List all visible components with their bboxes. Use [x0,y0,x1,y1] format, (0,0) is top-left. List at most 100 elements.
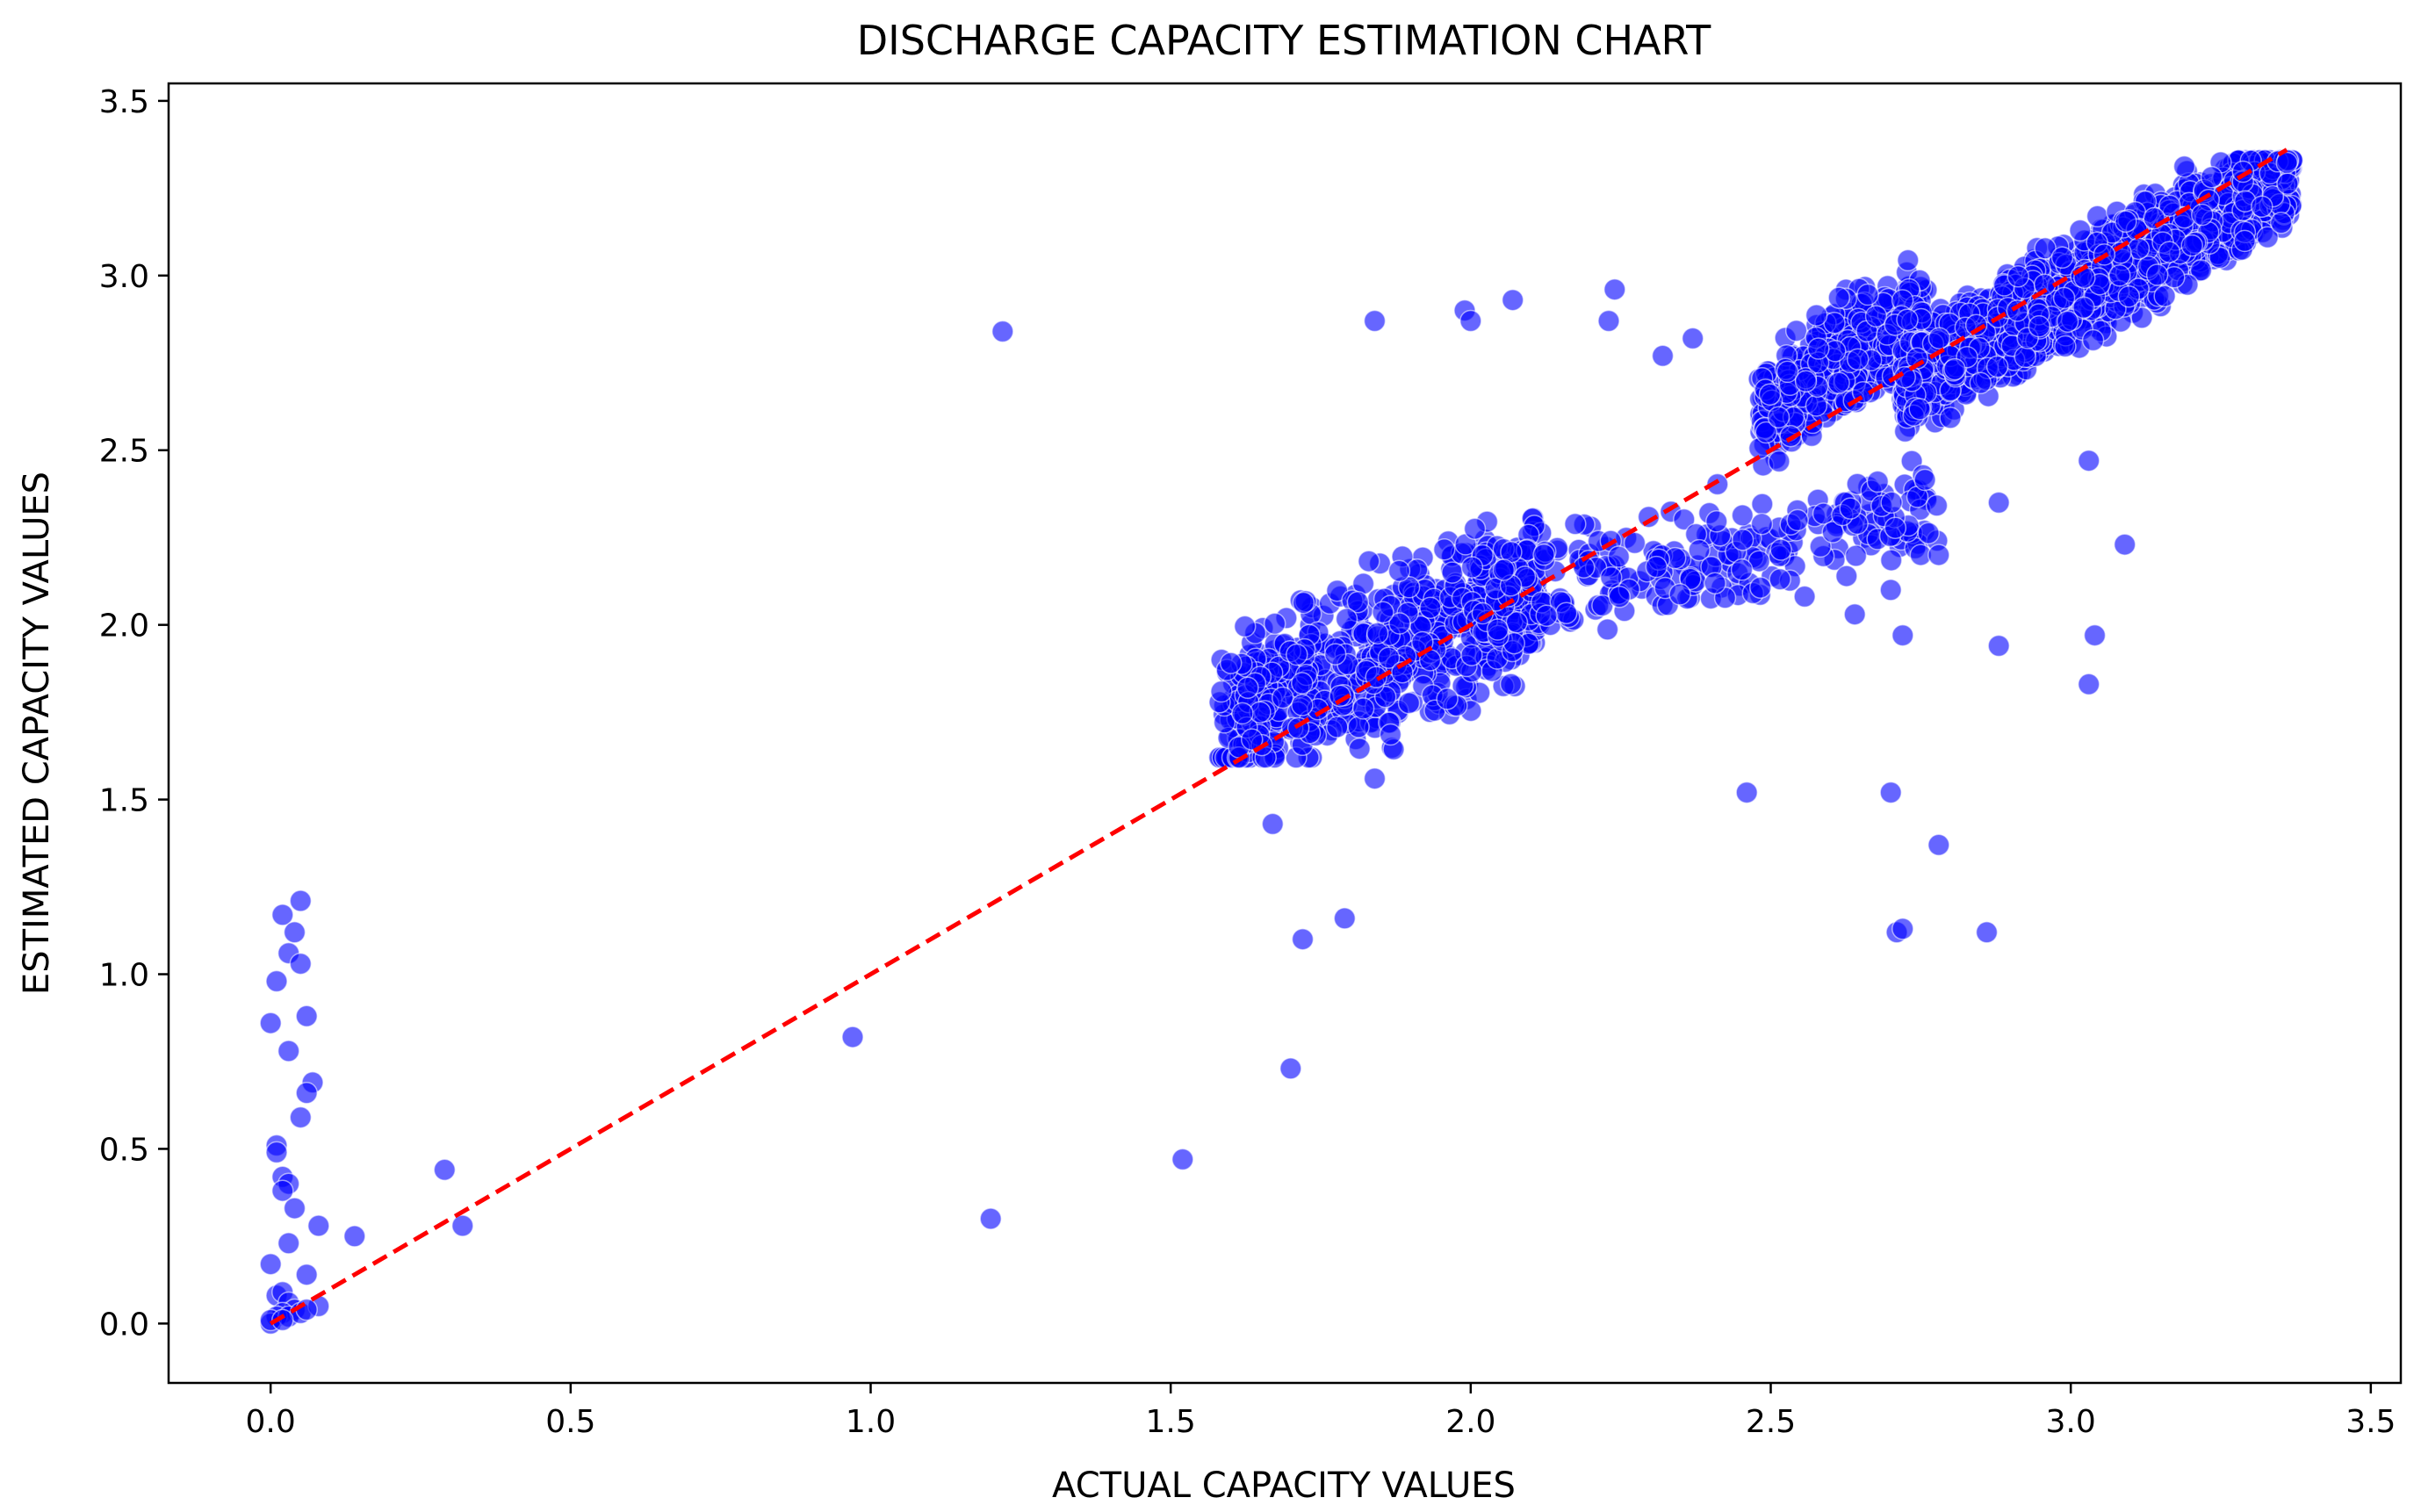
data-point [2028,314,2050,338]
x-tick-label: 0.5 [545,1404,595,1440]
data-point [1879,781,1902,804]
data-point [1839,497,1862,520]
data-point [2113,533,2136,556]
data-point [1291,927,1315,951]
data-point [289,889,313,912]
data-point [1377,646,1401,669]
data-point [2276,172,2299,195]
data-point [1927,544,1950,566]
data-point [1807,337,1830,360]
data-point [2200,165,2223,189]
data-point [1535,604,1558,627]
data-point [1805,304,1828,327]
data-point [1532,543,1555,566]
data-point [283,1197,306,1220]
data-point [1784,319,1808,342]
data-point [1864,305,1888,328]
data-point [841,1026,864,1048]
y-tick-label: 2.0 [99,608,149,644]
data-point [1463,517,1487,540]
data-point [1597,309,1620,333]
data-point [1607,545,1631,568]
data-point [1758,383,1782,407]
x-tick-label: 1.5 [1146,1404,1196,1440]
y-axis: 0.0 0.5 1.0 1.5 2.0 2.5 3.0 3.5 [99,84,169,1343]
data-point [1846,348,1870,371]
data-point [1363,309,1387,333]
data-point [295,1082,318,1105]
data-point [1668,583,1691,606]
data-point [451,1214,474,1237]
data-point [1419,596,1442,619]
data-point [2172,155,2196,178]
x-tick-label: 1.0 [846,1404,896,1440]
data-point [1751,493,1774,515]
data-point [289,952,313,976]
data-point [1326,716,1349,738]
data-point [259,1012,282,1034]
data-point [1501,288,1524,312]
data-point [1927,833,1950,857]
x-tick-label: 3.0 [2046,1404,2096,1440]
data-point [1735,781,1758,804]
data-point [1236,676,1259,700]
data-point [1486,618,1510,641]
data-point [2251,195,2273,219]
data-point [295,1298,318,1321]
data-point [1809,535,1832,558]
data-point [1821,521,1844,544]
plot-frame [167,82,2403,1385]
data-point [433,1158,457,1182]
data-point [1603,277,1626,301]
data-point [1651,344,1675,368]
data-point [1623,531,1646,555]
data-point [1827,286,1850,309]
data-point [1987,491,2010,515]
data-point [265,1141,288,1164]
data-point [1171,1148,1194,1171]
data-point [259,1252,282,1276]
data-point [1880,491,1903,515]
data-point [2050,246,2074,270]
data-point [1645,555,1668,579]
data-point [1879,579,1902,601]
data-point [1769,568,1791,591]
data-point [2158,241,2181,263]
data-point [2077,449,2100,472]
y-tick-label: 3.5 [99,84,149,120]
data-point [991,320,1014,343]
data-point [1564,513,1587,536]
data-point [1286,643,1308,666]
data-point [1879,549,1903,572]
data-point [1329,684,1351,708]
data-point [1391,660,1414,684]
data-point [1755,421,1778,444]
data-point [2069,219,2092,242]
chart-title: DISCHARGE CAPACITY ESTIMATION CHART [857,17,1711,64]
data-point [277,1232,300,1255]
data-point [2117,284,2141,308]
data-point [1975,921,1999,944]
data-point [2180,234,2203,257]
data-point [1673,508,1696,531]
data-point [1731,529,1755,551]
y-tick-label: 3.0 [99,259,149,295]
data-point [1432,538,1456,561]
data-point [1939,407,1962,429]
data-point [1688,538,1711,562]
data-point [2153,284,2176,307]
data-point [307,1214,330,1237]
data-point [2158,194,2181,218]
data-point [979,1207,1002,1230]
data-point [1397,576,1421,599]
data-point [2233,229,2256,253]
data-point [1233,615,1257,638]
data-point [1291,694,1314,716]
x-axis-label: ACTUAL CAPACITY VALUES [1052,1465,1516,1506]
x-tick-label: 2.5 [1746,1404,1796,1440]
data-point [1599,565,1623,589]
data-point [1459,309,1482,333]
data-point [1291,672,1314,695]
data-point [271,904,294,926]
data-point [1812,502,1835,525]
